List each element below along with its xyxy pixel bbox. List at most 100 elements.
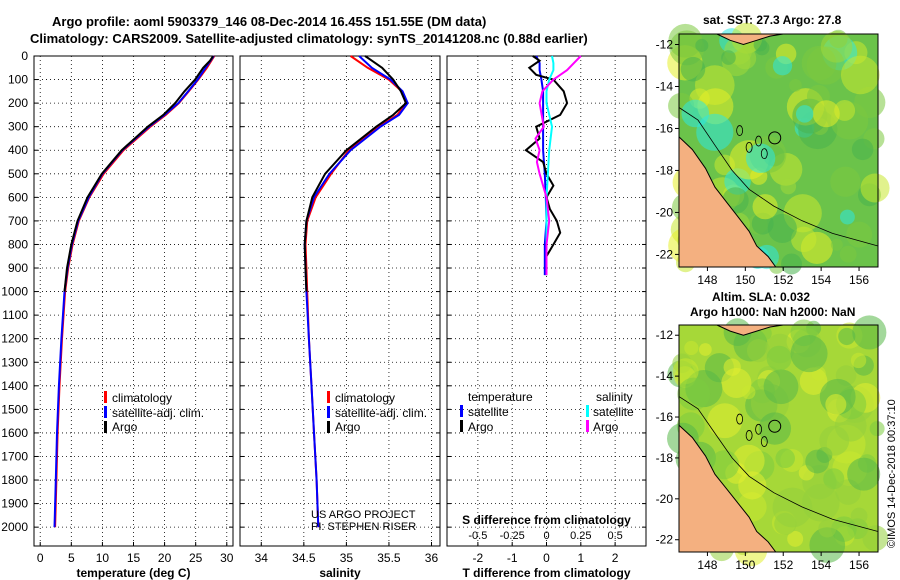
legend-swatch-satellite [327, 406, 330, 418]
legend-swatch-argo [327, 421, 330, 433]
field-patch [818, 519, 837, 538]
lat-tick-label: -14 [656, 79, 674, 93]
depth-tick-label: 1400 [1, 379, 28, 393]
x-tick-label: 5 [68, 551, 75, 565]
depth-tick-label: 100 [8, 73, 28, 87]
x-tick-label: 1 [577, 551, 584, 565]
x-tick-label: 34 [255, 551, 269, 565]
salinity-panel: 34 34.5 35 35.5 36 salinity [239, 55, 441, 580]
field-patch [684, 340, 699, 356]
x-tick-label: 34.5 [292, 551, 316, 565]
series-line-t-argo [524, 55, 569, 276]
field-patch [851, 138, 874, 161]
field-patch [681, 99, 710, 128]
field-patch [763, 369, 799, 405]
field-patch [787, 530, 804, 547]
x-tick-label: -2 [473, 551, 484, 565]
legend-label-s-argo: Argo [593, 420, 619, 434]
sla-map-title: Altim. SLA: 0.032 [712, 290, 810, 304]
depth-tick-label: 1600 [1, 426, 28, 440]
lon-tick-label: 152 [773, 273, 793, 287]
field-patch [696, 113, 734, 151]
legend-swatch-t-satellite [460, 405, 463, 417]
depth-tick-label: 1700 [1, 449, 28, 463]
field-patch [791, 226, 817, 253]
depth-tick-label: 1100 [2, 308, 28, 322]
field-patch [862, 525, 889, 552]
field-patch [738, 471, 767, 500]
series-line-argo [63, 55, 214, 292]
field-patch [790, 335, 828, 373]
lat-tick-label: -18 [656, 163, 674, 177]
legend-heading-salinity: salinity [596, 390, 633, 404]
depth-tick-label: 0 [21, 49, 28, 63]
x-axis-label: salinity [319, 566, 361, 580]
depth-tick-label: 2000 [1, 520, 28, 534]
legend-label-climatology: climatology [112, 391, 172, 405]
field-patch [707, 403, 743, 439]
field-patch [852, 315, 887, 350]
field-patch [820, 31, 853, 63]
series-line-satellite-adj-clim- [53, 55, 215, 528]
depth-contour [678, 107, 879, 247]
field-patch [746, 338, 771, 363]
x-tick-label: 0 [543, 551, 550, 565]
lon-tick-label: 148 [697, 273, 717, 287]
series-line-s-argo [534, 55, 582, 276]
x2-tick-label: -0.25 [500, 530, 525, 542]
float-position-marker [768, 419, 782, 433]
legend-label-t-argo: Argo [468, 420, 494, 434]
depth-tick-label: 900 [8, 261, 28, 275]
field-patch [723, 358, 741, 376]
legend-label-argo: Argo [335, 420, 361, 434]
field-patch [767, 213, 797, 244]
reef-outline [736, 413, 744, 425]
field-patch [677, 377, 711, 411]
field-patch [766, 345, 792, 371]
x2-tick-label: -0.5 [468, 530, 487, 542]
field-patch [772, 56, 793, 76]
field-patch [695, 38, 709, 52]
depth-tick-label: 600 [8, 190, 28, 204]
legend-swatch-argo [104, 421, 107, 433]
field-patch [839, 209, 855, 225]
depth-tick-label: 700 [8, 214, 28, 228]
x-tick-label: 0 [37, 551, 44, 565]
difference-legend: temperature satellite Argo salinity sate… [460, 390, 634, 434]
legend-label-satellite: satellite-adj. clim. [112, 406, 204, 420]
temperature-panel: 0 5 10 15 20 25 30 temperature (deg C) [33, 55, 234, 580]
field-patch [721, 50, 736, 65]
lat-tick-label: -20 [656, 205, 674, 219]
salinity-legend: climatology satellite-adj. clim. Argo US… [311, 391, 427, 533]
field-patch [819, 425, 850, 456]
lon-tick-label: 150 [735, 558, 755, 572]
field-patch [780, 178, 797, 195]
field-patch [781, 253, 803, 275]
sst-map-title: sat. SST: 27.3 Argo: 27.8 [703, 13, 842, 27]
figure-title-line2: Climatology: CARS2009. Satellite-adjuste… [30, 31, 588, 46]
lon-tick-label: 156 [849, 558, 869, 572]
reef-outline [760, 436, 768, 447]
field-patch [840, 55, 880, 95]
field-patch [830, 166, 861, 197]
reef-outline [745, 430, 753, 441]
sla-map: -12 -14 -16 -18 -20 -22 148 150 152 154 156 [656, 315, 889, 572]
depth-tick-label: 1900 [1, 497, 28, 511]
map-frame [678, 324, 879, 553]
field-patch [698, 343, 712, 356]
temperature-legend: climatology satellite-adj. clim. Argo [104, 391, 204, 434]
field-patch [860, 173, 890, 203]
field-patch [812, 100, 840, 128]
field-patch [753, 38, 767, 52]
depth-tick-label: 300 [8, 120, 28, 134]
field-patch [795, 105, 814, 123]
legend-swatch-climatology [327, 391, 330, 403]
x-tick-label: 20 [158, 551, 172, 565]
depth-tick-label: 500 [8, 167, 28, 181]
field-patch [846, 221, 873, 248]
figure-title-line1: Argo profile: aoml 5903379_146 08-Dec-20… [52, 14, 486, 29]
depth-contour [678, 396, 879, 532]
legend-swatch-climatology [104, 391, 107, 403]
lat-tick-label: -22 [656, 533, 674, 547]
lat-tick-label: -22 [656, 247, 674, 261]
